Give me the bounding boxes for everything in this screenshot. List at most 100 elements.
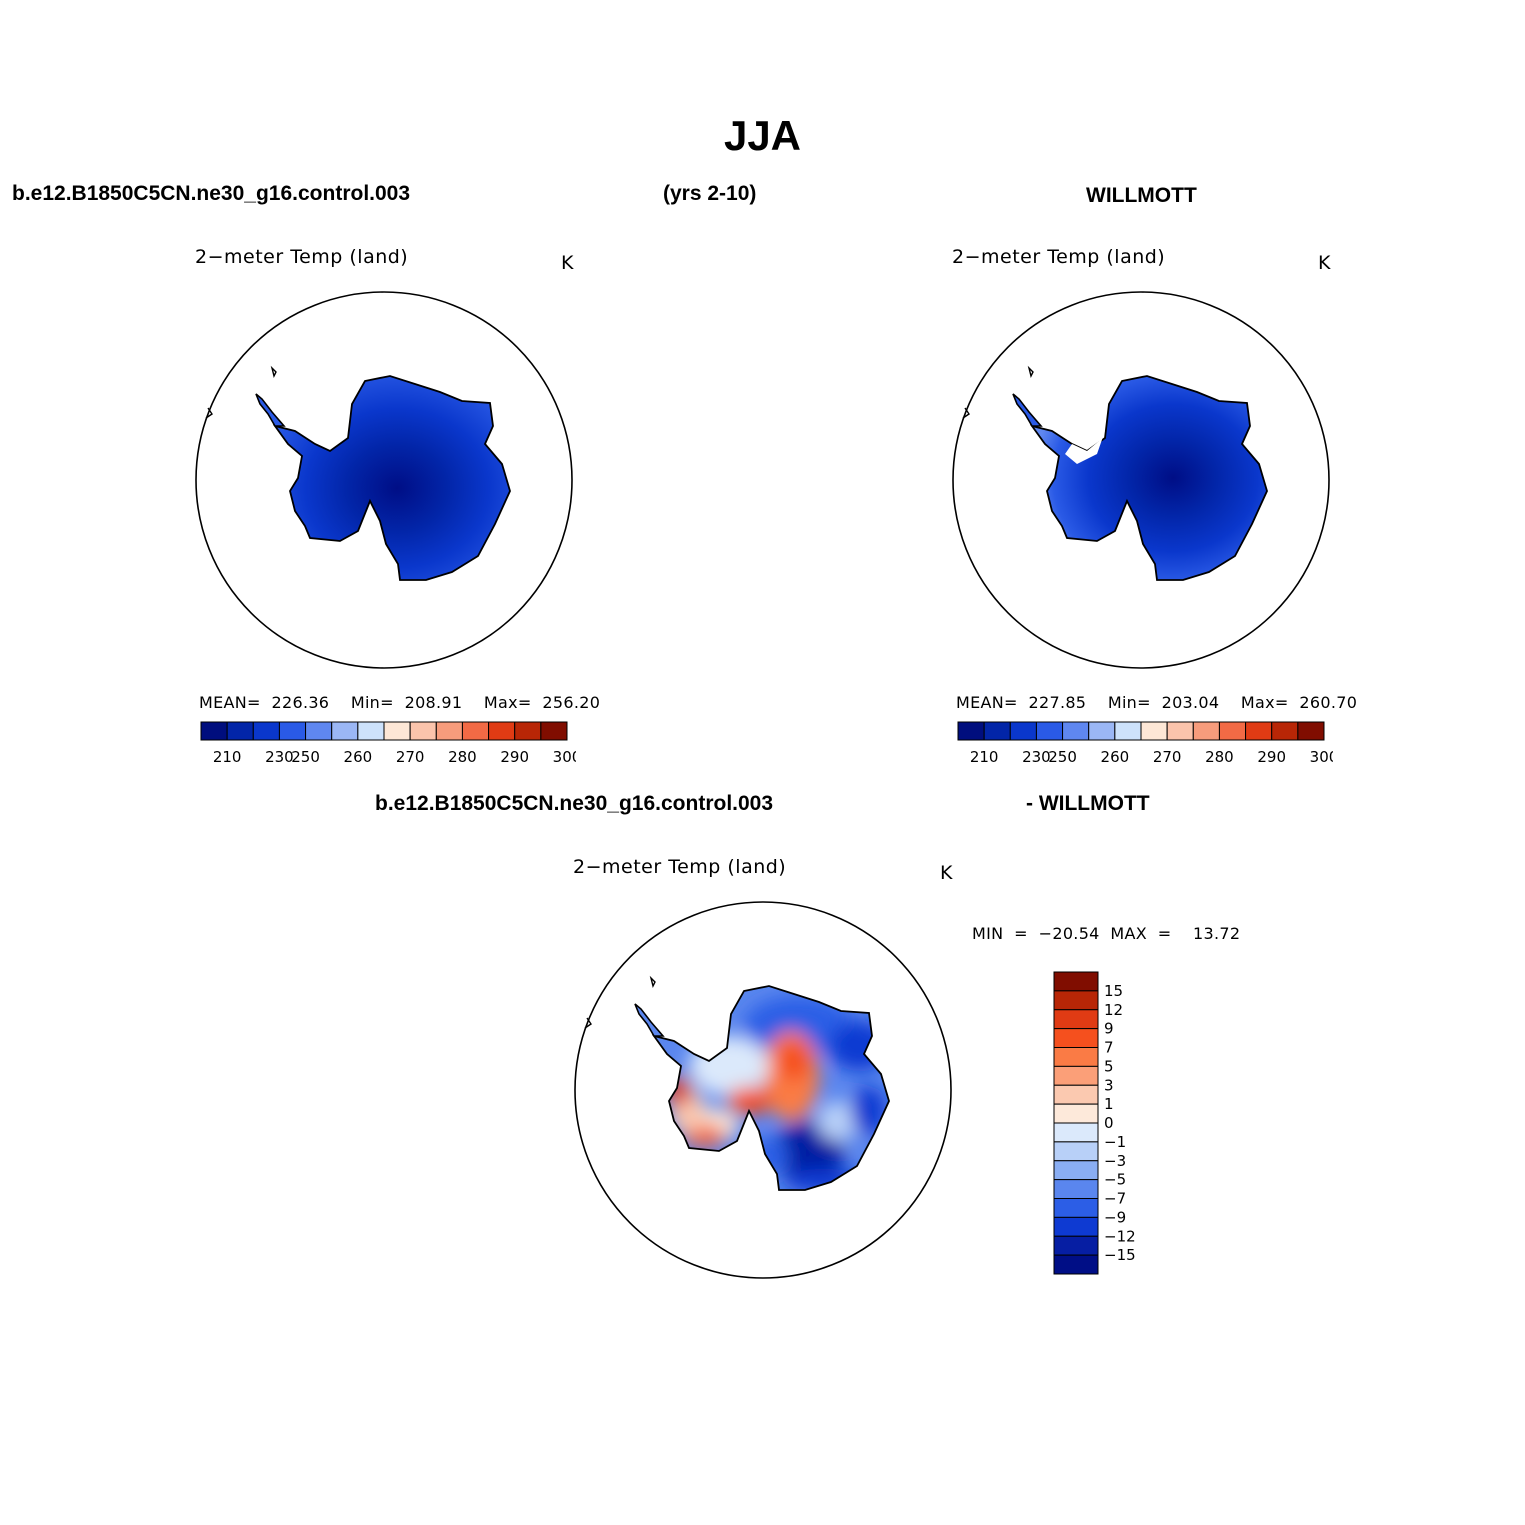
diff-colorbar-swatch [1053, 1235, 1099, 1256]
map-boundary-circle [195, 291, 573, 669]
model-colorbar-swatch [514, 721, 542, 741]
diff-obs-name: - WILLMOTT [1026, 792, 1150, 815]
antarctic-peninsula [255, 393, 286, 427]
model-colorbar-swatch [278, 721, 307, 741]
diff-colorbar-swatch [1053, 1179, 1099, 1199]
island-fragment [205, 407, 213, 419]
model-colorbar-label: 270 [396, 748, 425, 766]
obs-colorbar-label: 210 [970, 748, 999, 766]
model-colorbar-swatch [488, 721, 516, 741]
obs-colorbar-swatch [1218, 721, 1247, 741]
ross-ice-shelf-white [1065, 431, 1105, 464]
obs-colorbar-swatch [1035, 721, 1064, 741]
obs-panel-units: K [1318, 252, 1331, 274]
obs-polar-map [952, 291, 1330, 669]
obs-colorbar-swatch [957, 721, 985, 741]
south-america-tip [1027, 365, 1034, 379]
diff-colorbar-label: 5 [1104, 1057, 1114, 1075]
diff-colorbar-label: −15 [1104, 1246, 1136, 1264]
diff-colorbar-label: −12 [1104, 1227, 1136, 1245]
obs-stats: MEAN= 227.85 Min= 203.04 Max= 260.70 [956, 693, 1358, 712]
diff-stats: MIN = −20.54 MAX = 13.72 [972, 924, 1241, 943]
obs-colorbar-swatch [1297, 721, 1325, 741]
obs-colorbar-label: 290 [1257, 748, 1286, 766]
diff-colorbar-label: 0 [1104, 1114, 1114, 1132]
obs-colorbar-label: 230 [1022, 748, 1051, 766]
main-title: JJA [723, 112, 802, 159]
obs-colorbar-label: 280 [1205, 748, 1234, 766]
model-colorbar-label: 260 [344, 748, 373, 766]
model-colorbar-swatch [305, 721, 333, 741]
diff-panel-units: K [940, 862, 953, 884]
diff-colorbar-swatch [1053, 1160, 1099, 1181]
diff-case-name: b.e12.B1850C5CN.ne30_g16.control.003 [375, 792, 774, 815]
model-colorbar-label: 280 [448, 748, 477, 766]
model-panel-title: 2−meter Temp (land) [195, 246, 409, 268]
obs-colorbar-swatch [1009, 721, 1037, 741]
model-colorbar-label: 300 [553, 748, 576, 766]
model-colorbar-swatch [383, 721, 411, 741]
diff-colorbar-label: −3 [1104, 1152, 1126, 1170]
diff-colorbar-label: 3 [1104, 1076, 1114, 1094]
model-polar-map [195, 291, 573, 669]
model-colorbar-swatch [357, 721, 385, 741]
model-colorbar-label: 250 [291, 748, 320, 766]
diff-colorbar-label: −9 [1104, 1208, 1126, 1226]
model-colorbar-swatch [435, 721, 463, 741]
obs-colorbar-label: 250 [1048, 748, 1077, 766]
model-colorbar-swatch [252, 721, 280, 741]
diff-polar-map [574, 901, 952, 1279]
diff-colorbar-swatch [1053, 1198, 1099, 1218]
diff-colorbar-swatch [1053, 1065, 1099, 1086]
diff-colorbar-label: 7 [1104, 1039, 1114, 1057]
diff-colorbar-label: −7 [1104, 1190, 1126, 1208]
model-panel-units: K [561, 252, 574, 274]
antarctica-landmass [1029, 375, 1268, 581]
map-boundary-circle [574, 901, 952, 1279]
year-range: (yrs 2-10) [663, 182, 757, 205]
model-colorbar-swatch [461, 721, 490, 741]
obs-colorbar-label: 300 [1310, 748, 1333, 766]
diff-colorbar-label: 9 [1104, 1020, 1114, 1038]
model-colorbar-swatch [409, 721, 437, 741]
obs-colorbar-label: 270 [1153, 748, 1182, 766]
obs-panel-title: 2−meter Temp (land) [952, 246, 1166, 268]
diff-panel-title: 2−meter Temp (land) [573, 856, 787, 878]
diff-colorbar-swatch [1053, 1216, 1099, 1237]
obs-colorbar-swatch [1062, 721, 1090, 741]
diff-colorbar-swatch [1053, 1047, 1099, 1067]
diff-colorbar-swatch [1053, 1028, 1099, 1048]
obs-colorbar-swatch [1114, 721, 1142, 741]
case-name: b.e12.B1850C5CN.ne30_g16.control.003 [12, 182, 411, 205]
model-stats: MEAN= 226.36 Min= 208.91 Max= 256.20 [199, 693, 601, 712]
model-colorbar-label: 210 [213, 748, 242, 766]
diff-colorbar-label: 1 [1104, 1095, 1114, 1113]
obs-colorbar-swatch [1166, 721, 1194, 741]
obs-colorbar-swatch [983, 721, 1011, 741]
antarctic-peninsula [1012, 393, 1043, 427]
antarctica-coastline [651, 985, 890, 1191]
model-colorbar-swatch [540, 721, 568, 741]
diff-colorbar-label: −1 [1104, 1133, 1126, 1151]
diff-colorbar-swatch [1053, 971, 1099, 992]
model-colorbar-swatch [226, 721, 254, 741]
diff-colorbar-swatch [1053, 1009, 1099, 1030]
south-america-tip [649, 975, 656, 989]
obs-name: WILLMOTT [1086, 184, 1197, 207]
diff-colorbar-swatch [1053, 1141, 1099, 1162]
obs-colorbar-swatch [1271, 721, 1299, 741]
diff-colorbar-swatch [1053, 1254, 1099, 1275]
diff-colorbar-swatch [1053, 1084, 1099, 1105]
model-colorbar-label: 290 [500, 748, 529, 766]
map-boundary-circle [952, 291, 1330, 669]
obs-colorbar-swatch [1140, 721, 1168, 741]
south-america-tip [270, 365, 277, 379]
island-fragment [584, 1017, 592, 1029]
antarctica-landmass [272, 375, 511, 581]
diff-colorbar-swatch [1053, 990, 1099, 1011]
obs-colorbar-label: 260 [1101, 748, 1130, 766]
diff-colorbar-label: −5 [1104, 1171, 1126, 1189]
obs-colorbar-swatch [1245, 721, 1273, 741]
